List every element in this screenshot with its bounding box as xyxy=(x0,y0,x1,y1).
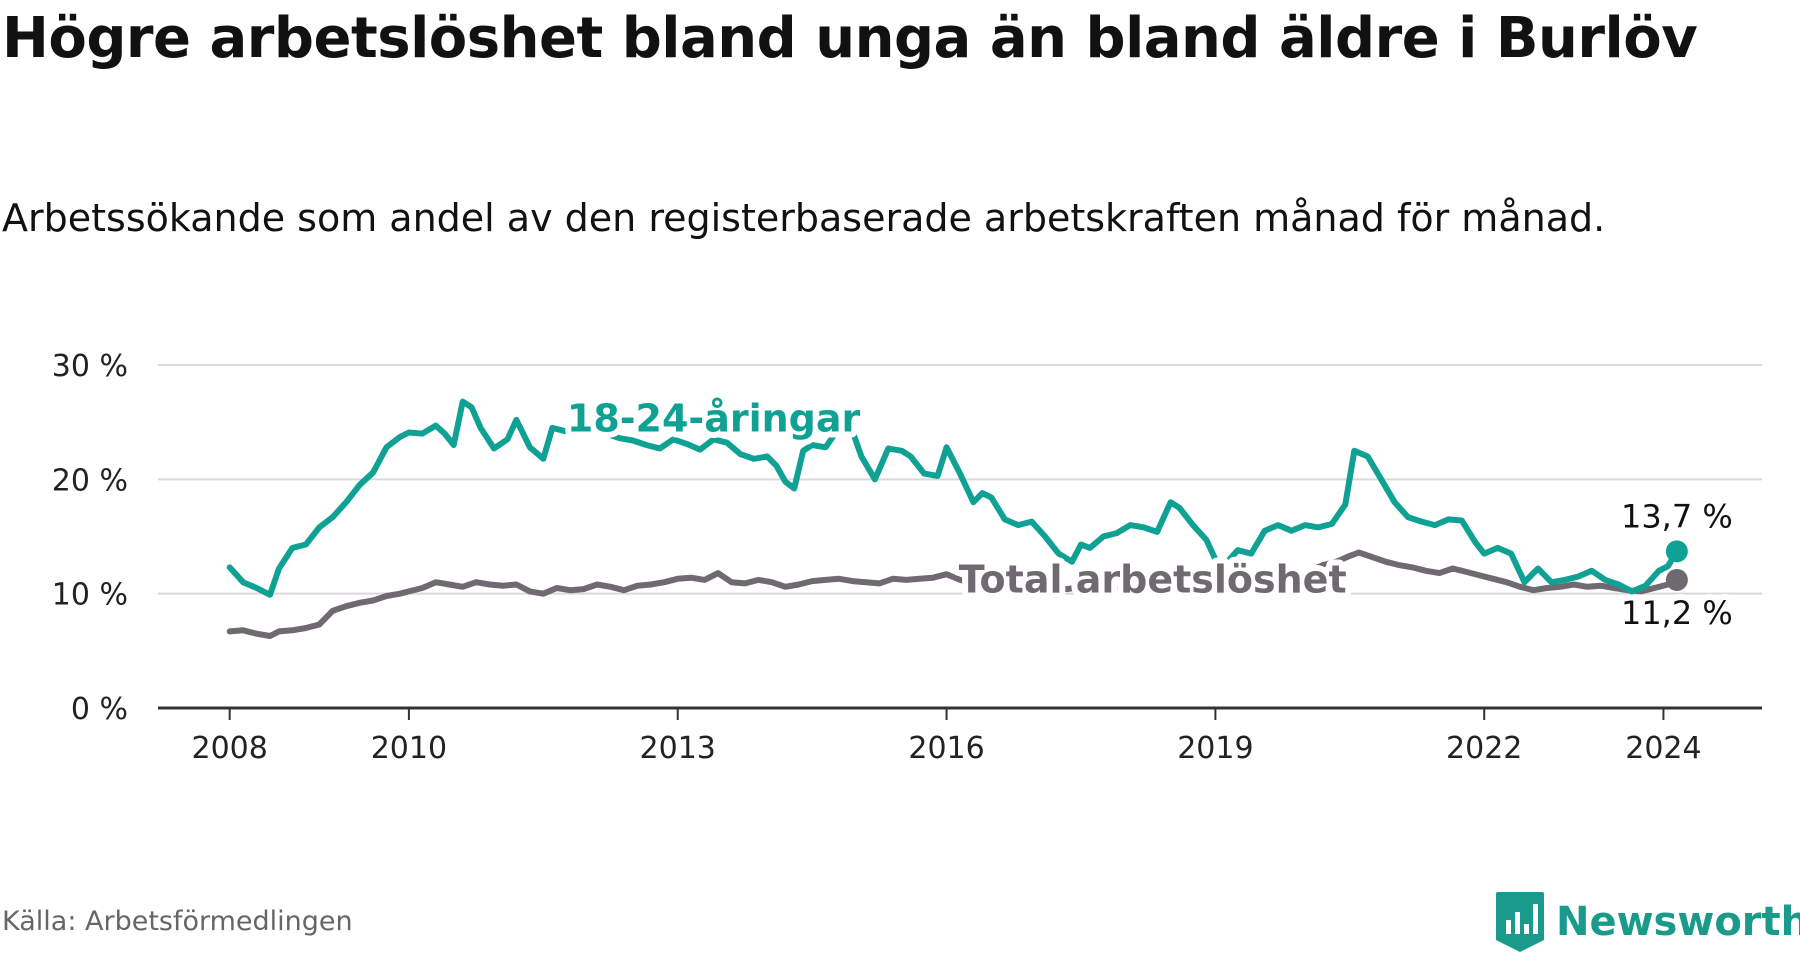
newsworthy-logo-icon xyxy=(1496,892,1544,952)
newsworthy-logo[interactable]: Newsworthy xyxy=(1494,890,1800,954)
series-youth xyxy=(226,398,1688,598)
series-total xyxy=(226,549,1688,639)
chart-title: Högre arbetslöshet bland unga än bland ä… xyxy=(2,6,1698,71)
source-note: Källa: Arbetsförmedlingen xyxy=(2,906,353,937)
x-tick-label: 2022 xyxy=(1446,731,1522,766)
x-tick-label: 2010 xyxy=(371,731,447,766)
y-axis: 0 % 10 % 20 % 30 % xyxy=(52,349,128,727)
chart-subtitle: Arbetssökande som andel av den registerb… xyxy=(2,196,1606,240)
youth-end-label: 13,7 % xyxy=(1621,497,1733,535)
x-axis: 2008 2010 2013 2016 2019 2022 2024 xyxy=(158,706,1762,766)
x-tick-label: 2024 xyxy=(1625,731,1701,766)
x-tick-label: 2019 xyxy=(1177,731,1253,766)
x-tick-label: 2016 xyxy=(908,731,984,766)
total-series-label-halo: Total arbetslöshet xyxy=(959,558,1347,602)
youth-end-label-halo: 13,7 % xyxy=(1621,497,1733,535)
total-end-label-halo: 11,2 % xyxy=(1621,594,1733,632)
y-tick-label: 10 % xyxy=(52,578,128,613)
y-tick-label: 20 % xyxy=(52,463,128,498)
total-series-label: Total arbetslöshet xyxy=(959,558,1347,602)
youth-line xyxy=(226,398,1680,598)
youth-series-label-halo: 18-24-åringar xyxy=(567,396,861,440)
y-tick-label: 0 % xyxy=(71,692,128,727)
total-end-label: 11,2 % xyxy=(1621,594,1733,632)
total-line xyxy=(226,549,1680,639)
x-tick-label: 2008 xyxy=(192,731,268,766)
total-end-point xyxy=(1665,568,1688,591)
y-tick-label: 30 % xyxy=(52,349,128,384)
x-tick-label: 2013 xyxy=(640,731,716,766)
youth-series-label: 18-24-åringar xyxy=(567,396,861,440)
newsworthy-logo-text: Newsworthy xyxy=(1556,899,1800,945)
youth-end-point xyxy=(1665,540,1688,563)
